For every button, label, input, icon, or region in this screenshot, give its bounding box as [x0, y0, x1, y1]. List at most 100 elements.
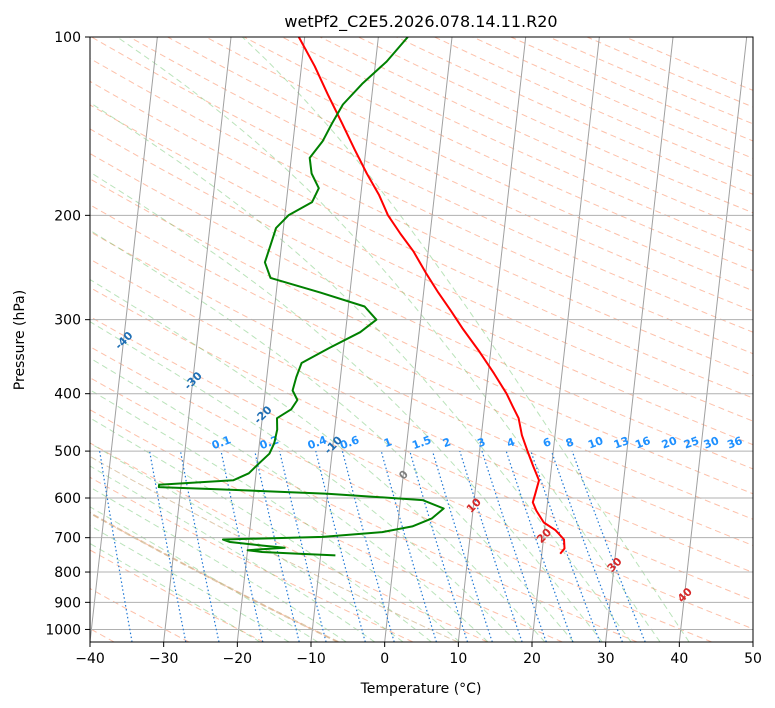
mixing-ratio-line: [380, 450, 437, 642]
mixing-ratio-label: 25: [682, 434, 701, 451]
mixing-ratio-line: [459, 450, 523, 642]
moist-adiabats: [90, 37, 690, 642]
y-axis-ticks: 100 200 300 400 500 600 700 800 900 1000: [45, 30, 90, 638]
x-tick-label: −20: [223, 651, 253, 667]
mixing-ratio-line: [149, 450, 187, 642]
mixing-ratio-line: [220, 450, 264, 642]
mixing-ratio-label: 3: [476, 435, 488, 450]
moist-adiabat-line: [90, 542, 261, 642]
dry-adiabat-line: [90, 409, 563, 642]
mixing-ratio-label: 36: [725, 434, 744, 452]
x-axis-ticks: −40 −30 −20 −10 0 10 20 30 40 50: [75, 642, 762, 667]
x-tick-label: 20: [523, 651, 541, 667]
mixing-ratio-label: 6: [541, 435, 553, 450]
moist-adiabat-line: [90, 102, 632, 642]
isotherm-line: [90, 37, 158, 642]
plot-frame: [89, 36, 754, 643]
mixing-ratio-label: 13: [612, 434, 631, 451]
y-tick-label: 1000: [45, 622, 81, 638]
isotherm-line: [163, 37, 232, 642]
y-tick-label: 300: [54, 313, 81, 329]
mixing-ratio-line: [530, 450, 601, 642]
mixing-ratio-line: [279, 450, 327, 642]
dewpoint-profile-line: [157, 37, 445, 557]
y-tick-label: 900: [54, 595, 81, 611]
y-tick-label: 400: [54, 387, 81, 403]
y-axis-label: Pressure (hPa): [12, 290, 28, 390]
mixing-ratio-line: [341, 450, 395, 642]
temperature-profile-line: [297, 37, 566, 555]
x-axis-label: Temperature (°C): [360, 681, 482, 697]
mixing-ratio-label: 16: [633, 434, 652, 452]
moist-adiabat-line: [90, 465, 376, 642]
dry-adiabat-line: [90, 204, 753, 520]
isotherm-line: [236, 37, 306, 642]
moist-adiabat-line: [90, 506, 319, 642]
y-tick-label: 600: [54, 491, 81, 507]
x-tick-label: 0: [380, 651, 389, 667]
dry-adiabat-line: [90, 80, 753, 399]
moist-adiabat-line: [90, 171, 603, 642]
y-tick-label: 800: [54, 565, 81, 581]
dry-adiabat-line: [90, 346, 712, 642]
tan-reference-curves: [90, 456, 459, 642]
moist-adiabat-line: [90, 357, 489, 642]
mixing-ratio-label: 4: [505, 435, 517, 450]
y-tick-label: 100: [54, 30, 81, 46]
mixing-ratio-label: 2: [441, 435, 453, 450]
reference-curve: [90, 511, 339, 642]
dry-adiabat-line: [90, 258, 753, 574]
dry-adiabat-line: [90, 152, 753, 470]
mixing-ratio-lines: [99, 450, 646, 642]
pressure-gridlines: [90, 37, 753, 630]
chart-title: wetPf2_C2E5.2026.078.14.11.R20: [284, 12, 557, 32]
moist-adiabat-line: [90, 389, 461, 642]
mixing-ratio-line: [481, 450, 547, 642]
isotherm-line: [457, 37, 527, 642]
y-tick-label: 700: [54, 531, 81, 547]
moist-adiabat-line: [90, 321, 517, 642]
mixing-ratio-label: 20: [660, 434, 679, 452]
x-tick-label: −30: [149, 651, 179, 667]
isotherm-line: [605, 37, 674, 642]
dry-adiabat-line: [90, 316, 753, 630]
reference-line-labels: 0.10.20.40.611.52346810131620253036-100-…: [112, 329, 744, 605]
plot-area: 0.10.20.40.611.52346810131620253036-100-…: [90, 37, 753, 642]
mixing-ratio-line: [571, 450, 646, 642]
mixing-ratio-label: 8: [564, 435, 576, 450]
dry-adiabat-line: [90, 549, 264, 642]
isotherm-line: [678, 37, 748, 642]
x-tick-label: 40: [670, 651, 688, 667]
mixing-ratio-label: 30: [702, 434, 721, 452]
dry-adiabat-line: [129, 37, 753, 333]
dry-adiabat-line: [91, 37, 753, 355]
x-tick-label: −10: [296, 651, 326, 667]
mixing-ratio-line: [254, 450, 300, 642]
x-tick-label: −40: [75, 651, 105, 667]
mixing-ratio-line: [550, 450, 623, 642]
reference-curve: [90, 456, 459, 642]
moist-adiabat-line: [90, 278, 546, 642]
sounding-series: [157, 37, 566, 557]
y-tick-label: 200: [54, 208, 81, 224]
isotherm-line: [384, 37, 453, 642]
y-tick-label: 500: [54, 444, 81, 460]
dry-adiabat-line: [90, 104, 753, 422]
mixing-ratio-label: 1.5: [410, 433, 433, 452]
dry-adiabat-line: [205, 37, 753, 292]
moist-adiabat-line: [241, 37, 690, 642]
moist-adiabat-line: [116, 37, 661, 642]
moist-adiabat-line: [90, 229, 574, 642]
x-tick-label: 50: [744, 651, 762, 667]
moist-adiabat-line: [90, 525, 290, 642]
mixing-ratio-line: [431, 450, 493, 642]
mixing-ratio-label: 0.1: [210, 433, 233, 452]
mixing-ratio-line: [179, 450, 220, 642]
mixing-ratio-label: 10: [586, 434, 605, 452]
isotherm-line: [531, 37, 600, 642]
mixing-ratio-label: 0.6: [338, 433, 361, 452]
mixing-ratio-label: 1: [382, 435, 394, 450]
x-tick-label: 10: [449, 651, 467, 667]
mixing-ratio-line: [505, 450, 574, 642]
